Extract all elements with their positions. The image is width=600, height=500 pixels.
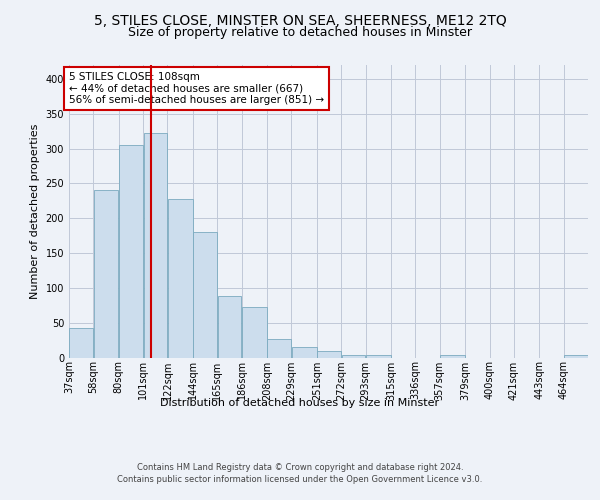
Text: Distribution of detached houses by size in Minster: Distribution of detached houses by size …	[160, 398, 440, 407]
Text: Size of property relative to detached houses in Minster: Size of property relative to detached ho…	[128, 26, 472, 39]
Bar	[143, 132, 167, 358]
Text: Contains public sector information licensed under the Open Government Licence v3: Contains public sector information licen…	[118, 475, 482, 484]
Bar	[193, 232, 217, 358]
Text: 5, STILES CLOSE, MINSTER ON SEA, SHEERNESS, ME12 2TQ: 5, STILES CLOSE, MINSTER ON SEA, SHEERNE…	[94, 14, 506, 28]
Bar	[242, 308, 267, 358]
Bar	[366, 354, 391, 358]
Bar	[292, 347, 317, 358]
Bar	[218, 296, 241, 358]
Bar	[341, 354, 365, 358]
Bar	[70, 328, 93, 358]
Y-axis label: Number of detached properties: Number of detached properties	[30, 124, 40, 299]
Bar	[168, 198, 193, 358]
Bar	[317, 350, 341, 358]
Bar	[94, 190, 118, 358]
Bar	[564, 354, 587, 358]
Bar	[268, 340, 291, 357]
Text: Contains HM Land Registry data © Crown copyright and database right 2024.: Contains HM Land Registry data © Crown c…	[137, 462, 463, 471]
Bar	[119, 145, 143, 358]
Text: 5 STILES CLOSE: 108sqm
← 44% of detached houses are smaller (667)
56% of semi-de: 5 STILES CLOSE: 108sqm ← 44% of detached…	[69, 72, 324, 105]
Bar	[440, 354, 465, 358]
